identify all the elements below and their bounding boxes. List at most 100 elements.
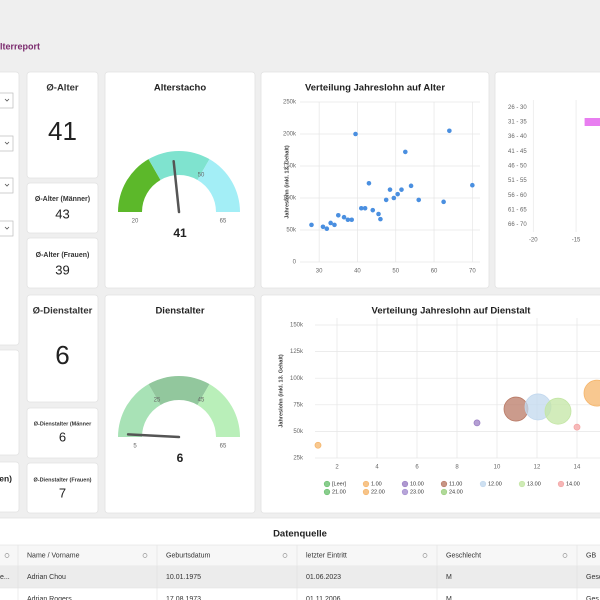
table-cell: 10.01.1975 xyxy=(166,574,201,581)
y-tick-label: 56 - 60 xyxy=(508,193,527,199)
scatter-point xyxy=(349,217,355,223)
table-cell: 01.11.2006 xyxy=(306,596,341,600)
y-tick-label: 36 - 40 xyxy=(508,134,527,140)
kpi-value: 41 xyxy=(48,116,77,146)
scatter-point xyxy=(395,191,400,197)
y-tick-label: 150k xyxy=(290,323,304,329)
table-row-highlight xyxy=(0,566,600,588)
legend-label: 1.00 xyxy=(371,481,382,487)
chart-card xyxy=(260,71,490,289)
scatter-point xyxy=(345,217,351,223)
kpi-value: 39 xyxy=(55,262,69,277)
legend-label: 10.00 xyxy=(410,481,424,487)
bar-group xyxy=(584,118,600,126)
scatter-point xyxy=(399,187,404,192)
gauge-title: Alterstacho xyxy=(154,83,206,94)
card xyxy=(0,461,20,513)
sort-icon xyxy=(282,553,288,558)
y-tick-label: 41 - 45 xyxy=(508,149,527,155)
legend-swatch xyxy=(518,480,526,488)
kpi-value: 6 xyxy=(55,340,69,370)
kpi-card xyxy=(26,182,99,234)
column-header: Geschlecht xyxy=(446,552,481,559)
gauge-tick-label: 5 xyxy=(133,444,137,450)
kpi-title: Ø-Dienstalter xyxy=(33,306,93,317)
legend-swatch xyxy=(323,488,331,496)
scatter-point xyxy=(383,197,389,203)
scatter-point xyxy=(447,128,452,134)
scatter-point xyxy=(376,211,381,217)
table-cell: Adrian Rogers xyxy=(27,596,72,600)
scatter-point xyxy=(378,216,383,222)
table-cell: Ges xyxy=(586,596,599,600)
x-tick-label: 14 xyxy=(574,465,581,471)
column-header: Geburtsdatum xyxy=(166,552,211,559)
y-tick-label: 200k xyxy=(283,132,297,138)
y-tick-label: 250k xyxy=(283,100,297,106)
bubble-group xyxy=(314,379,600,449)
bubble xyxy=(544,397,572,425)
legend-label: 13.00 xyxy=(527,481,541,487)
legend-label: 23.00 xyxy=(410,489,424,495)
table-cell: 01.06.2023 xyxy=(306,574,341,581)
chevron xyxy=(4,183,10,187)
gauge-tick-label: 50 xyxy=(198,173,205,179)
x-tick-label: 40 xyxy=(354,269,361,275)
scatter-point xyxy=(335,212,341,218)
kpi-card xyxy=(26,294,99,403)
x-tick-label: -15 xyxy=(572,238,581,244)
scatter-point xyxy=(370,207,376,213)
x-tick-label: 60 xyxy=(431,269,438,275)
y-tick-label: 61 - 65 xyxy=(508,208,527,214)
table-cell: M xyxy=(446,574,452,581)
y-tick-label: 100k xyxy=(290,376,304,382)
y-tick-label: 50k xyxy=(286,228,297,234)
y-tick-label: 31 - 35 xyxy=(508,120,527,126)
sort-icon xyxy=(142,553,148,558)
x-tick-label: 70 xyxy=(469,269,476,275)
scatter-point xyxy=(358,205,364,211)
bubble xyxy=(473,419,481,427)
gauge-tick-label: 20 xyxy=(132,219,139,225)
kpi-value: 7 xyxy=(59,485,66,500)
legend-swatch xyxy=(440,480,448,488)
scatter-point xyxy=(416,197,422,203)
kpi-card xyxy=(26,462,99,514)
legend-label: 14.00 xyxy=(566,481,580,487)
chart-card xyxy=(260,294,600,514)
sort-icon xyxy=(4,553,10,558)
scatter-point xyxy=(328,220,333,226)
table-cell: 17.08.1973 xyxy=(166,596,201,600)
y-tick-label: 100k xyxy=(283,196,297,202)
y-tick-label: 66 - 70 xyxy=(508,222,527,228)
scatter-point xyxy=(341,214,347,220)
scatter-point xyxy=(324,226,330,232)
y-tick-label: 51 - 55 xyxy=(508,178,527,184)
kpi-title: Ø-Alter (Frauen) xyxy=(36,252,90,259)
gauge-band xyxy=(148,151,210,180)
y-tick-label: 46 - 50 xyxy=(508,164,527,170)
x-tick-label: 4 xyxy=(375,465,379,471)
bubble xyxy=(573,423,581,431)
y-tick-label: 0 xyxy=(293,260,297,266)
bubble xyxy=(314,441,322,449)
page-title: lterreport xyxy=(0,41,40,51)
column-header: GB xyxy=(586,552,596,559)
legend-swatch xyxy=(440,488,448,496)
kpi-title: Ø-Dienstalter (Frauen) xyxy=(33,477,91,483)
sort-icon xyxy=(422,553,428,558)
legend-label: 12.00 xyxy=(488,481,502,487)
gauge-band xyxy=(197,384,240,437)
gauge-title: Dienstalter xyxy=(155,306,204,317)
kpi-value: 6 xyxy=(59,429,66,444)
gauge-value: 6 xyxy=(177,451,184,465)
legend-swatch xyxy=(557,480,565,488)
gauge-band xyxy=(148,375,210,405)
chevron xyxy=(4,98,10,102)
table-cell: Gesc xyxy=(586,574,600,581)
scatter-point xyxy=(353,131,358,137)
legend-swatch xyxy=(323,480,331,488)
y-tick-label: 50k xyxy=(293,429,304,435)
x-tick-label: 50 xyxy=(392,269,399,275)
